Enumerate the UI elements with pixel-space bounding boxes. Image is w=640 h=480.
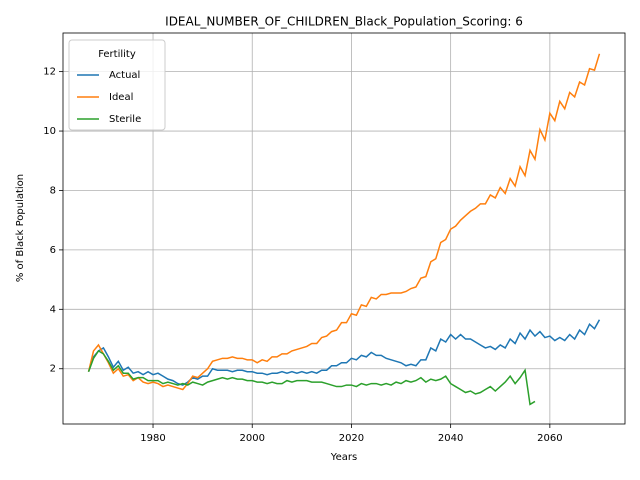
x-tick-label: 2000 [240,433,265,444]
series-line [87,349,536,406]
axes-frame [62,32,626,425]
plot-lines [87,53,601,406]
x-tick-label: 2040 [438,433,463,444]
legend-label: Sterile [109,114,141,125]
grid: 1980 2000 2020 2040 2060 2 4 6 8 10 12 [43,33,625,444]
chart-title: IDEAL_NUMBER_OF_CHILDREN_Black_Populatio… [165,15,523,29]
series-line [87,53,601,391]
y-axis-label: % of Black Population [15,174,26,282]
y-tick-label: 10 [43,126,56,137]
x-tick-label: 1980 [140,433,165,444]
legend-label: Ideal [109,92,133,103]
y-tick-label: 6 [50,245,56,256]
x-tick-label: 2060 [537,433,562,444]
legend: Fertility Actual Ideal Sterile [68,39,166,131]
y-tick-label: 12 [43,67,56,78]
x-axis-label: Years [330,452,357,463]
legend-title: Fertility [98,49,136,60]
legend-box [68,39,166,131]
y-tick-label: 4 [50,304,56,315]
x-tick-label: 2020 [339,433,364,444]
series-line [87,319,601,386]
y-tick-label: 8 [50,185,56,196]
legend-label: Actual [109,70,140,81]
y-tick-label: 2 [50,364,56,375]
